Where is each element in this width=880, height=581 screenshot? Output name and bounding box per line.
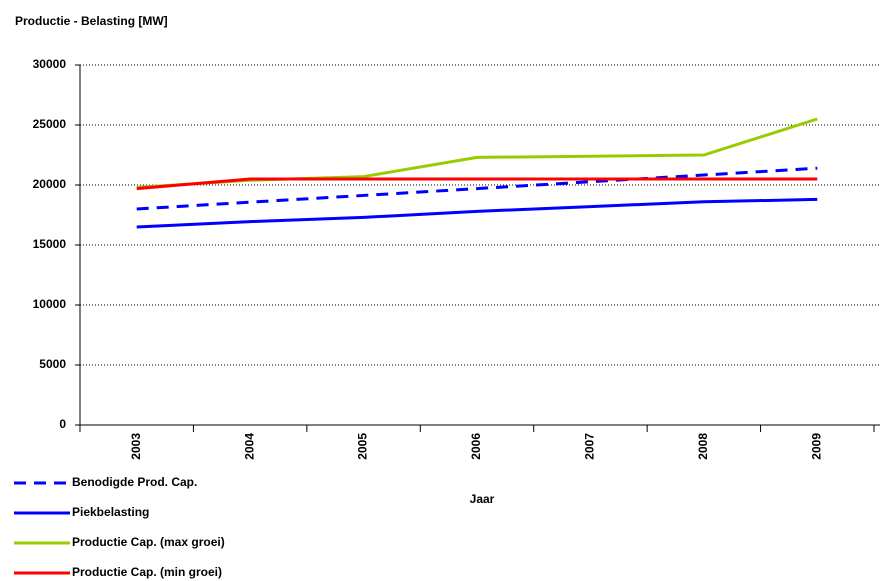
- series-line: [136, 197, 818, 229]
- y-tick-label: 30000: [33, 57, 67, 71]
- x-tick-label: 2005: [356, 433, 370, 460]
- series-line: [136, 177, 818, 191]
- legend-label: Productie Cap. (max groei): [72, 535, 225, 549]
- x-tick-label: 2008: [696, 433, 710, 460]
- series-line: [136, 166, 818, 211]
- x-tick-label: 2006: [469, 433, 483, 460]
- x-tick-label: 2004: [242, 433, 256, 460]
- chart-title: Productie - Belasting [MW]: [15, 14, 168, 28]
- y-tick-label: 20000: [33, 177, 67, 191]
- y-tick-label: 0: [59, 417, 66, 431]
- x-tick-label: 2009: [809, 433, 823, 460]
- series-line: [136, 117, 818, 189]
- legend-label: Productie Cap. (min groei): [72, 565, 222, 579]
- x-tick-label: 2003: [129, 433, 143, 460]
- y-tick-label: 25000: [33, 117, 67, 131]
- y-tick-label: 5000: [39, 357, 66, 371]
- legend-label: Benodigde Prod. Cap.: [72, 475, 197, 489]
- legend-label: Piekbelasting: [72, 505, 149, 519]
- y-tick-label: 15000: [33, 237, 67, 251]
- y-tick-label: 10000: [33, 297, 67, 311]
- x-tick-label: 2007: [583, 433, 597, 460]
- x-axis-label: Jaar: [470, 492, 495, 506]
